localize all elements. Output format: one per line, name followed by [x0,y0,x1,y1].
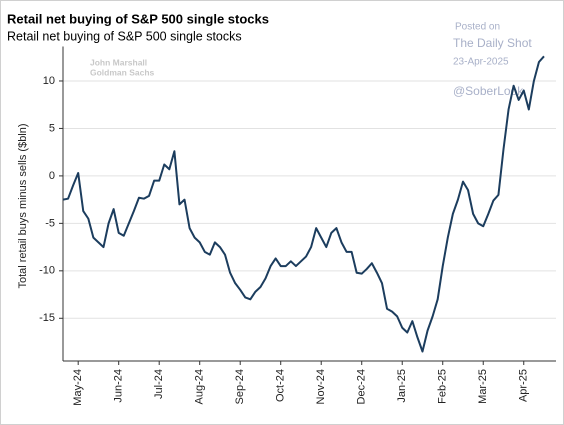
y-tick-label: 5 [49,122,55,134]
x-tick-label: Sep-24 [234,369,246,404]
x-tick-label: Jun-24 [113,369,125,403]
y-tick-label: -15 [39,312,55,324]
y-tick-label: 0 [49,170,55,182]
x-tick-label: Feb-25 [437,369,449,404]
x-tick-label: Aug-24 [194,369,206,404]
x-tick-label: Mar-25 [477,369,489,404]
y-tick-label: 10 [43,75,55,87]
watermark: The Daily Shot [453,36,532,50]
y-tick-label: -5 [45,217,55,229]
x-tick-label: May-24 [72,369,84,406]
x-tick-label: Dec-24 [356,369,368,404]
x-tick-label: Apr-25 [518,369,530,402]
watermark: Goldman Sachs [90,67,155,77]
watermark: 23-Apr-2025 [453,57,509,68]
chart-title: Retail net buying of S&P 500 single stoc… [7,11,269,26]
watermark: John Marshall [90,57,147,67]
x-tick-label: Jul-24 [153,369,165,399]
x-tick-label: Nov-24 [315,369,327,404]
watermark: Posted on [455,22,500,33]
y-axis-label: Total retail buys minus sells ($bln) [17,123,29,288]
chart-subtitle: Retail net buying of S&P 500 single stoc… [7,29,242,43]
y-tick-label: -10 [39,265,55,277]
data-line [62,55,545,353]
x-tick-label: Oct-24 [275,369,287,402]
watermark: @SoberLook [453,84,524,98]
x-tick-label: Jan-25 [396,369,408,403]
